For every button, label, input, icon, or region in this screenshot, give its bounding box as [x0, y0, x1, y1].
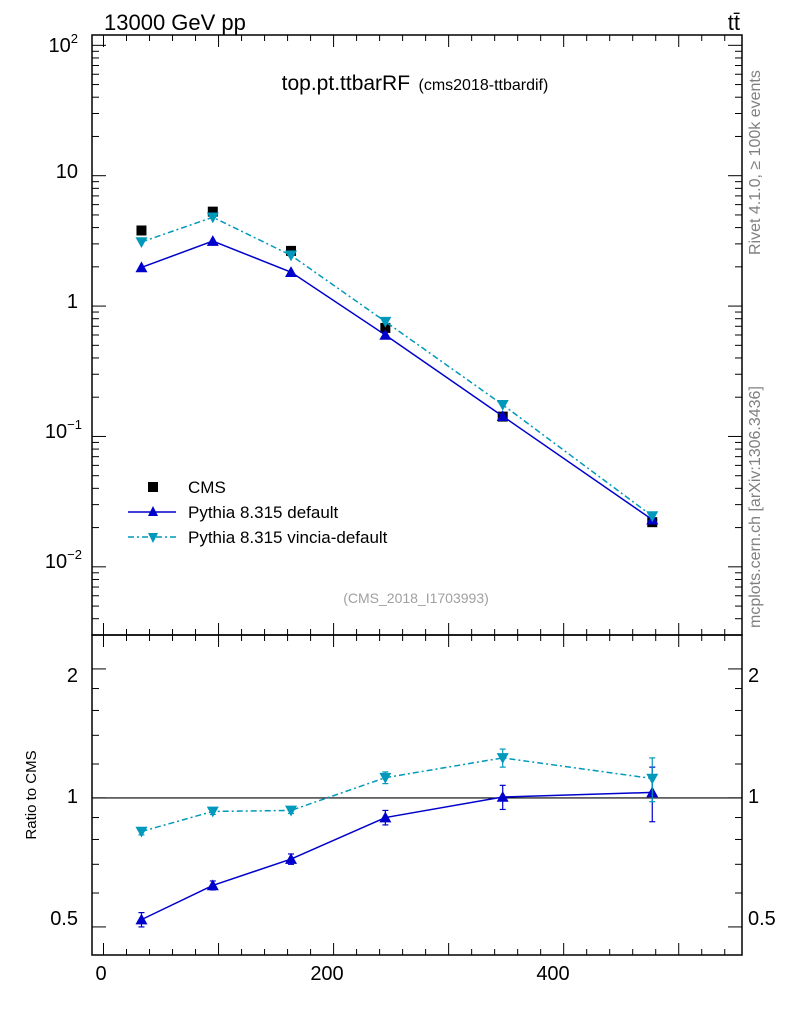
mc-point-1: [496, 410, 509, 422]
legend-label-default: Pythia 8.315 default: [188, 503, 339, 522]
ratio-point-1: [496, 753, 509, 764]
mc-point-2: [646, 511, 659, 523]
legend-marker-vincia: [148, 533, 158, 543]
series-line-2: [141, 216, 653, 517]
ratio-ylabel: Ratio to CMS: [23, 750, 40, 839]
ratio-point-1: [646, 773, 659, 785]
rivet-label: Rivet 4.1.0, ≥ 100k events: [747, 70, 764, 255]
chart-title-group: top.pt.ttbarRF (cms2018-ttbardif): [282, 72, 549, 95]
analysis-id: (CMS_2018_I1703993): [343, 590, 489, 606]
ratio-point-0: [206, 879, 219, 891]
ratio-ytick-label-0.5: 0.5: [50, 908, 78, 930]
mc-point-1: [135, 261, 148, 273]
ratio-ytick-label-2-right: 2: [748, 665, 759, 687]
source-label: mcplots.cern.ch [arXiv:1306.3436]: [747, 386, 764, 628]
data-marks: [92, 206, 742, 928]
ytick-label-0.1: 10−1: [45, 417, 82, 443]
ytick-label-1: 1: [67, 291, 78, 313]
series-line-1: [141, 240, 653, 521]
axis-ticks: [92, 35, 742, 955]
ratio-ytick-label-1: 1: [67, 786, 78, 808]
ratio-ytick-label-2: 2: [67, 665, 78, 687]
ratio-point-1: [379, 772, 392, 784]
cms-data-point: [207, 206, 218, 217]
mc-point-1: [379, 329, 392, 340]
ratio-ytick-label-1-right: 1: [748, 786, 759, 808]
ratio-point-1: [206, 806, 219, 818]
ratio-line-1: [141, 757, 653, 833]
ratio-line-0: [141, 791, 653, 921]
legend-label-cms: CMS: [188, 478, 226, 497]
cms-data-point: [380, 322, 391, 333]
mc-point-2: [135, 237, 148, 249]
xtick-label-400: 400: [536, 963, 569, 985]
mc-point-1: [206, 235, 219, 246]
ratio-point-1: [285, 805, 298, 817]
ratio-panel-frame: [91, 634, 743, 956]
chart-subtitle: (cms2018-ttbardif): [419, 77, 549, 94]
mc-point-2: [206, 212, 219, 224]
ratio-point-1: [135, 826, 148, 838]
mc-point-2: [496, 399, 509, 411]
ytick-label-100: 102: [49, 31, 78, 57]
mc-point-1: [285, 266, 298, 277]
cms-data-point: [136, 225, 147, 236]
mc-point-2: [379, 316, 392, 328]
ratio-point-0: [285, 853, 298, 864]
ratio-point-0: [496, 791, 509, 802]
ratio-point-0: [135, 913, 148, 925]
ytick-label-10: 10: [56, 161, 78, 183]
legend-marker-default: [148, 506, 158, 516]
xtick-label-0: 0: [95, 963, 106, 985]
legend-marker-cms: [148, 482, 158, 492]
legend-label-vincia: Pythia 8.315 vincia-default: [188, 528, 388, 547]
beam-label: 13000 GeV pp: [104, 10, 246, 35]
xtick-label-200: 200: [310, 963, 343, 985]
chart-title: top.pt.ttbarRF: [282, 72, 410, 95]
ratio-ytick-label-0.5-right: 0.5: [748, 908, 776, 930]
ytick-label-0.01: 10−2: [45, 547, 82, 573]
ratio-point-0: [379, 811, 392, 823]
legend: CMS Pythia 8.315 default Pythia 8.315 vi…: [128, 478, 388, 547]
mc-point-2: [285, 250, 298, 262]
process-label: tt̄: [728, 10, 740, 35]
